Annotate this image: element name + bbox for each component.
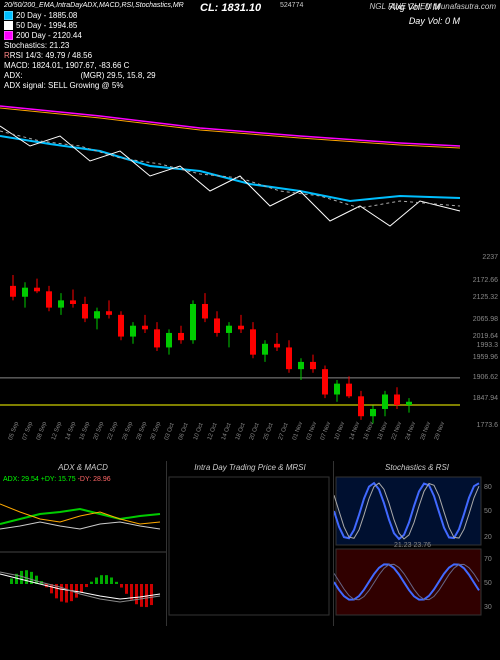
- chart-header: 20/50/200_EMA,IntraDayADX,MACD,RSI,Stoch…: [0, 0, 500, 96]
- intraday-title: Intra Day Trading Price & MRSI: [167, 461, 333, 475]
- candle-svg: [0, 256, 500, 431]
- adx-macd-title: ADX & MACD: [0, 461, 166, 475]
- svg-text:21.23 23.76: 21.23 23.76: [394, 542, 431, 549]
- ema200-row: 200 Day - 2120.44: [4, 31, 496, 41]
- avg-vol: Avg Vol: 0 M: [389, 2, 440, 13]
- adx-status: ADX: 29.54 +DY: 15.75 -DY: 28.96: [0, 475, 166, 484]
- adx-signal: ADX signal: SELL Growing @ 5%: [4, 81, 496, 91]
- svg-text:70: 70: [484, 556, 492, 563]
- ema-line-chart: [0, 96, 500, 256]
- ema20-label: 20 Day - 1885.08: [16, 11, 77, 20]
- stoch-rsi-panel: Stochastics & RSI 80 50 20 70 50 30 21.23 23.7…: [334, 461, 500, 626]
- ema50-label: 50 Day - 1994.85: [16, 21, 77, 30]
- adx-row: ADX: (MGR) 29.5, 15.8, 29: [4, 71, 496, 81]
- rsi-label: RRSI 14/3: 49.79 / 48.56: [4, 51, 496, 61]
- adx-macd-panel: ADX & MACD ADX: 29.54 +DY: 15.75 -DY: 28…: [0, 461, 167, 626]
- intraday-svg: [167, 475, 333, 620]
- svg-text:50: 50: [484, 580, 492, 587]
- ema20-swatch: [4, 11, 13, 20]
- stoch-title: Stochastics & RSI: [334, 461, 500, 475]
- svg-text:80: 80: [484, 484, 492, 491]
- svg-text:20: 20: [484, 534, 492, 541]
- adx-svg: [0, 484, 166, 624]
- day-vol: Day Vol: 0 M: [409, 16, 460, 27]
- ema200-label: 200 Day - 2120.44: [16, 31, 82, 40]
- ema200-swatch: [4, 31, 13, 40]
- x-axis-labels: 05 Sep07 Sep08 Sep12 Sep14 Sep16 Sep20 S…: [0, 433, 460, 461]
- stoch-label: Stochastics: 21.23: [4, 41, 496, 51]
- macd-label: MACD: 1824.01, 1907.67, -83.66 C: [4, 61, 496, 71]
- nse-code: 524774: [280, 2, 303, 11]
- ema50-swatch: [4, 21, 13, 30]
- candlestick-chart: 05 Sep07 Sep08 Sep12 Sep14 Sep16 Sep20 S…: [0, 256, 500, 461]
- ema-svg: [0, 96, 500, 256]
- svg-text:50: 50: [484, 508, 492, 515]
- intraday-panel: Intra Day Trading Price & MRSI: [167, 461, 334, 626]
- close-price: CL: 1831.10: [200, 2, 261, 16]
- svg-text:30: 30: [484, 604, 492, 611]
- indicator-row: ADX & MACD ADX: 29.54 +DY: 15.75 -DY: 28…: [0, 461, 500, 626]
- stoch-svg: 80 50 20 70 50 30 21.23 23.76: [334, 475, 500, 620]
